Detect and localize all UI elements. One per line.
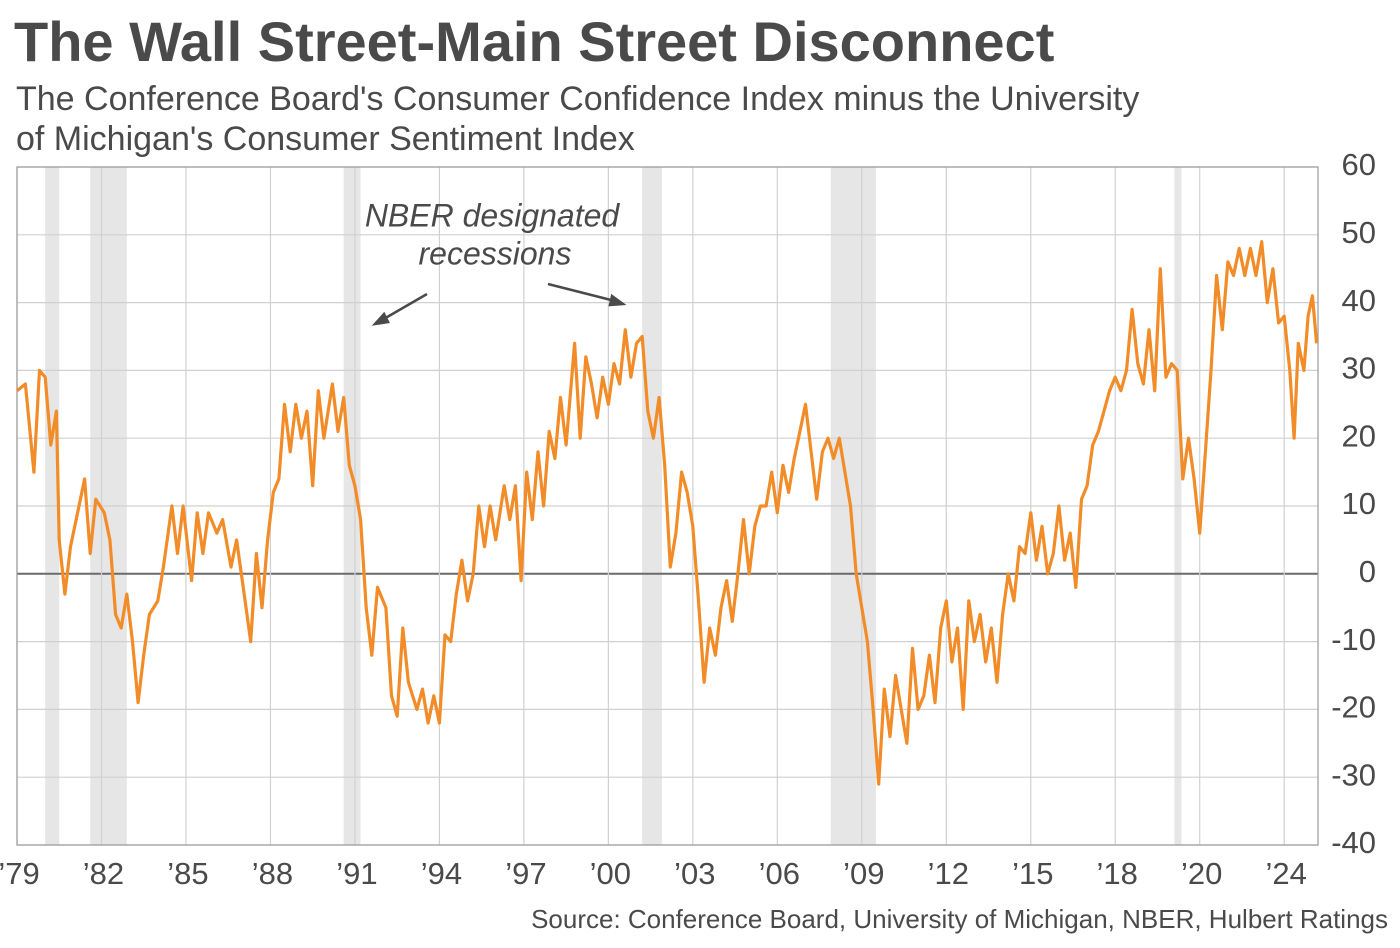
chart-subtitle: The Conference Board's Consumer Confiden… bbox=[16, 80, 1139, 118]
x-tick-label: ’82 bbox=[83, 856, 124, 891]
x-tick-label: ’20 bbox=[1181, 856, 1222, 891]
y-tick-label: -20 bbox=[1331, 690, 1376, 725]
x-tick-label: ’24 bbox=[1266, 856, 1307, 891]
data-line bbox=[16, 240, 1319, 786]
x-tick-label: ’79 bbox=[0, 856, 40, 891]
x-tick-label: ’06 bbox=[759, 856, 800, 891]
x-tick-label: ’00 bbox=[590, 856, 631, 891]
source: Source: Conference Board, University of … bbox=[531, 904, 1388, 934]
chart-title: The Wall Street-Main Street Disconnect bbox=[14, 10, 1054, 73]
plot: -40 -30 -20 -10 0 10 20 30 40 50 60 ’79 ’82 ’85 ’88 ’91… bbox=[0, 147, 1376, 891]
x-tick-label: ’97 bbox=[505, 856, 546, 891]
y-tick-label: 60 bbox=[1342, 147, 1376, 182]
chart-subtitle: of Michigan's Consumer Sentiment Index bbox=[16, 120, 635, 158]
x-tick-label: ’18 bbox=[1097, 856, 1138, 891]
y-tick-label: 20 bbox=[1342, 418, 1376, 453]
x-tick-label: ’85 bbox=[167, 856, 208, 891]
x-tick-label: ’09 bbox=[843, 856, 884, 891]
x-tick-label: ’88 bbox=[252, 856, 293, 891]
y-tick-label: -10 bbox=[1331, 622, 1376, 657]
grid bbox=[16, 166, 1319, 846]
y-tick-label: -30 bbox=[1331, 757, 1376, 792]
x-tick-label: ’15 bbox=[1012, 856, 1053, 891]
arrowhead bbox=[371, 311, 390, 326]
x-tick-label: ’94 bbox=[421, 856, 462, 891]
annotation: NBER designated bbox=[365, 197, 621, 233]
y-tick-label: 0 bbox=[1359, 554, 1376, 589]
y-tick-label: 40 bbox=[1342, 283, 1376, 318]
y-tick-label: -40 bbox=[1331, 825, 1376, 860]
x-tick-label: ’03 bbox=[674, 856, 715, 891]
arrowhead bbox=[608, 293, 627, 307]
arrow bbox=[547, 282, 616, 303]
annotation-arrows bbox=[371, 282, 627, 326]
y-tick-label: 50 bbox=[1342, 215, 1376, 250]
annotation: recessions bbox=[419, 235, 572, 271]
y-tick-label: 10 bbox=[1342, 486, 1376, 521]
x-tick-label: ’12 bbox=[928, 856, 969, 891]
plot-frame bbox=[16, 166, 1319, 846]
arrow bbox=[381, 292, 428, 322]
x-tick-label: ’91 bbox=[336, 856, 377, 891]
y-tick-label: 30 bbox=[1342, 351, 1376, 386]
